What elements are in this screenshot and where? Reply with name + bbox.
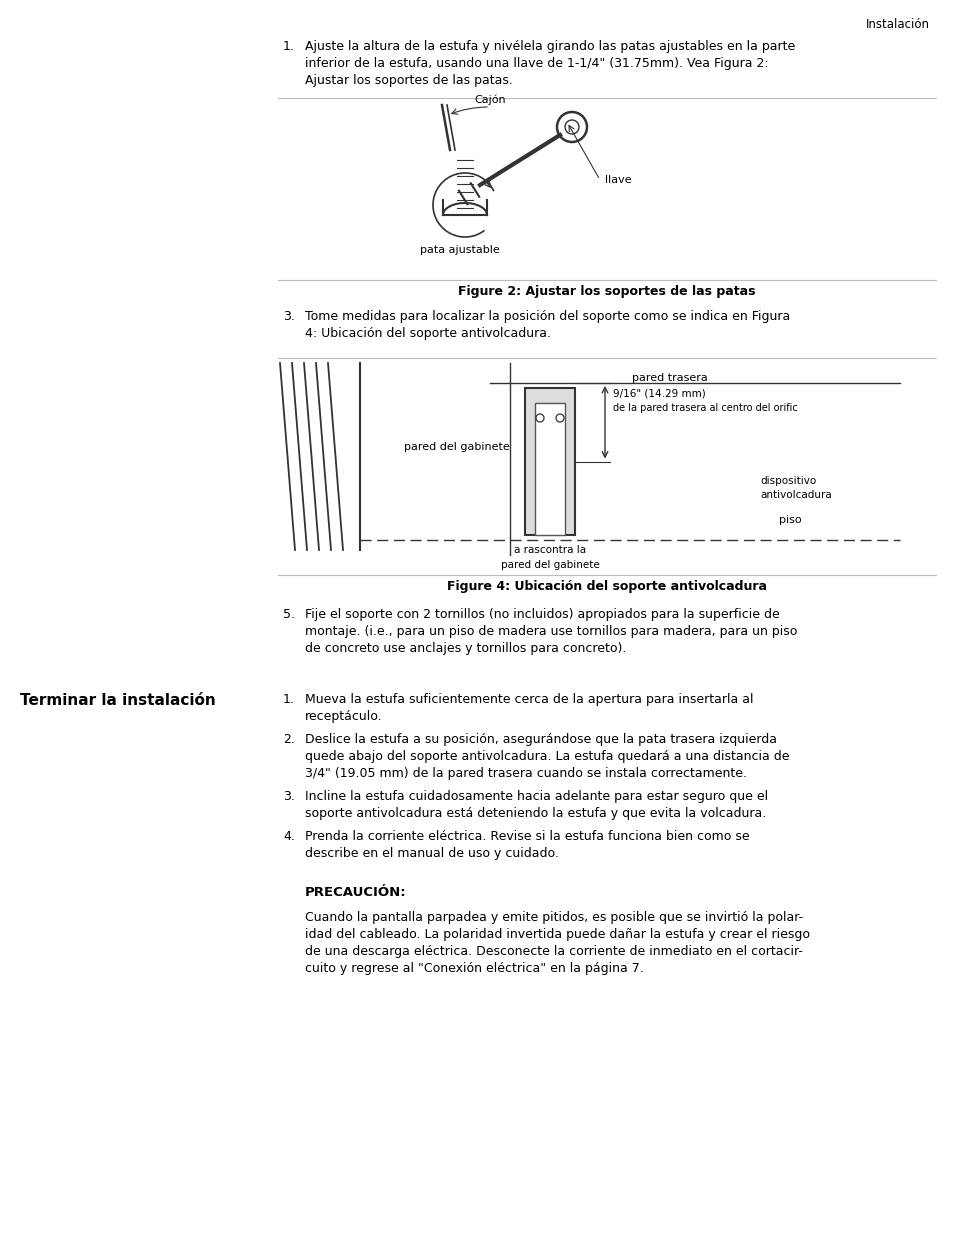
Text: de la pared trasera al centro del orific: de la pared trasera al centro del orific [613, 403, 797, 412]
Text: pata ajustable: pata ajustable [419, 245, 499, 254]
Text: dispositivo: dispositivo [760, 477, 816, 487]
Text: pared del gabinete: pared del gabinete [500, 559, 598, 571]
Text: inferior de la estufa, usando una llave de 1-1/4" (31.75mm). Vea Figura 2:: inferior de la estufa, usando una llave … [305, 57, 768, 70]
Text: Tome medidas para localizar la posición del soporte como se indica en Figura: Tome medidas para localizar la posición … [305, 310, 789, 324]
Text: 2.: 2. [283, 734, 294, 746]
Text: 3.: 3. [283, 790, 294, 803]
Text: Ajuste la altura de la estufa y nivélela girando las patas ajustables en la part: Ajuste la altura de la estufa y nivélela… [305, 40, 795, 53]
Text: Figure 2: Ajustar los soportes de las patas: Figure 2: Ajustar los soportes de las pa… [457, 285, 755, 298]
Text: quede abajo del soporte antivolcadura. La estufa quedará a una distancia de: quede abajo del soporte antivolcadura. L… [305, 750, 789, 763]
Text: de concreto use anclajes y tornillos para concreto).: de concreto use anclajes y tornillos par… [305, 642, 626, 655]
Text: 9/16" (14.29 mm): 9/16" (14.29 mm) [613, 388, 705, 398]
Text: Mueva la estufa suficientemente cerca de la apertura para insertarla al: Mueva la estufa suficientemente cerca de… [305, 693, 753, 706]
Text: Fije el soporte con 2 tornillos (no incluidos) apropiados para la superficie de: Fije el soporte con 2 tornillos (no incl… [305, 608, 779, 621]
Text: idad del cableado. La polaridad invertida puede dañar la estufa y crear el riesg: idad del cableado. La polaridad invertid… [305, 927, 809, 941]
Text: 3.: 3. [283, 310, 294, 324]
Text: Incline la estufa cuidadosamente hacia adelante para estar seguro que el: Incline la estufa cuidadosamente hacia a… [305, 790, 767, 803]
Text: 5.: 5. [283, 608, 294, 621]
Text: pared del gabinete: pared del gabinete [404, 442, 510, 452]
Text: soporte antivolcadura está deteniendo la estufa y que evita la volcadura.: soporte antivolcadura está deteniendo la… [305, 806, 765, 820]
Text: Figure 4: Ubicación del soporte antivolcadura: Figure 4: Ubicación del soporte antivolc… [447, 580, 766, 593]
Bar [535, 403, 564, 535]
Text: cuito y regrese al "Conexión eléctrica" en la página 7.: cuito y regrese al "Conexión eléctrica" … [305, 962, 643, 974]
Text: Cajón: Cajón [474, 95, 505, 105]
Text: Ajustar los soportes de las patas.: Ajustar los soportes de las patas. [305, 74, 513, 86]
Text: de una descarga eléctrica. Desconecte la corriente de inmediato en el cortacir-: de una descarga eléctrica. Desconecte la… [305, 945, 802, 958]
Text: 4.: 4. [283, 830, 294, 844]
Text: Cuando la pantalla parpadea y emite pitidos, es posible que se invirtió la polar: Cuando la pantalla parpadea y emite piti… [305, 911, 802, 924]
FancyBboxPatch shape [524, 388, 575, 535]
Text: llave: llave [604, 175, 631, 185]
Text: montaje. (i.e., para un piso de madera use tornillos para madera, para un piso: montaje. (i.e., para un piso de madera u… [305, 625, 797, 638]
Text: antivolcadura: antivolcadura [760, 490, 831, 500]
Text: 1.: 1. [283, 693, 294, 706]
Text: a rascontra la: a rascontra la [514, 545, 585, 555]
Text: Terminar la instalación: Terminar la instalación [20, 693, 215, 708]
Text: describe en el manual de uso y cuidado.: describe en el manual de uso y cuidado. [305, 847, 558, 860]
Text: 1.: 1. [283, 40, 294, 53]
Text: piso: piso [778, 515, 801, 525]
Text: Deslice la estufa a su posición, asegurándose que la pata trasera izquierda: Deslice la estufa a su posición, asegurá… [305, 734, 776, 746]
Text: 4: Ubicación del soporte antivolcadura.: 4: Ubicación del soporte antivolcadura. [305, 327, 551, 340]
Text: pared trasera: pared trasera [632, 373, 707, 383]
Text: Instalación: Instalación [865, 19, 929, 31]
Text: 3/4" (19.05 mm) de la pared trasera cuando se instala correctamente.: 3/4" (19.05 mm) de la pared trasera cuan… [305, 767, 746, 781]
Text: Prenda la corriente eléctrica. Revise si la estufa funciona bien como se: Prenda la corriente eléctrica. Revise si… [305, 830, 749, 844]
Text: receptáculo.: receptáculo. [305, 710, 382, 722]
Text: PRECAUCIÓN:: PRECAUCIÓN: [305, 885, 406, 899]
